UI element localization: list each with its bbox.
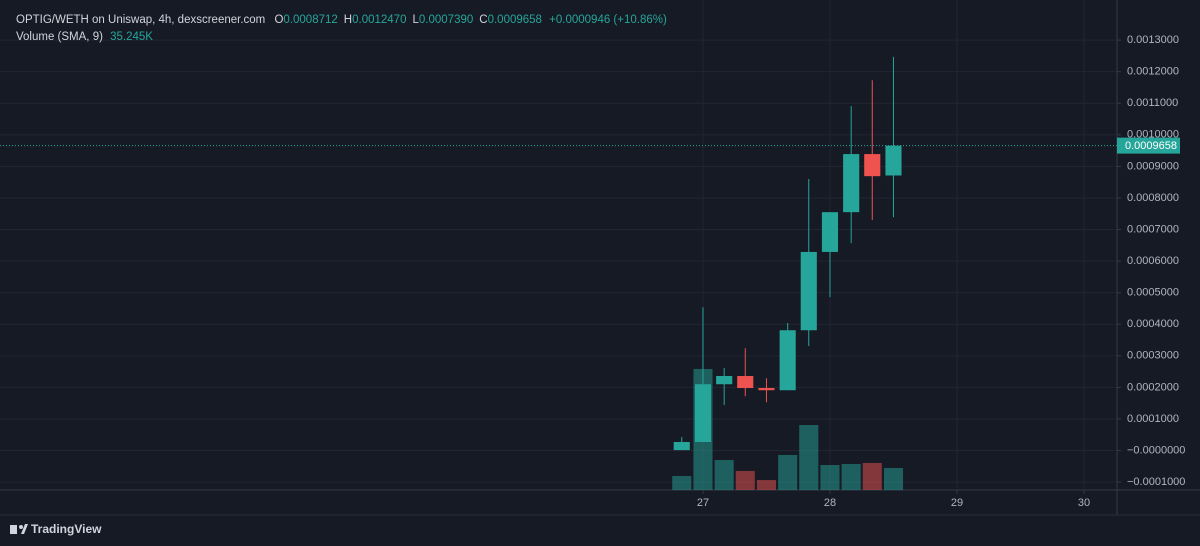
y-tick-label: 0.0011000 bbox=[1127, 97, 1178, 109]
volume-bar bbox=[883, 468, 904, 490]
legend-value: 0.0008712 bbox=[283, 14, 338, 26]
x-tick-label: 27 bbox=[697, 497, 709, 509]
y-tick-label: 0.0004000 bbox=[1127, 318, 1179, 330]
y-tick-label: −0.0000000 bbox=[1127, 444, 1185, 456]
volume-bar bbox=[841, 464, 861, 490]
x-tick-label: 30 bbox=[1078, 497, 1090, 509]
volume-bar bbox=[862, 462, 882, 490]
y-tick-label: 0.0006000 bbox=[1127, 255, 1179, 267]
legend-key: H bbox=[343, 14, 353, 26]
candle-body bbox=[694, 384, 712, 443]
volume-bar bbox=[672, 476, 692, 490]
y-tick-label: 0.0009000 bbox=[1127, 160, 1179, 172]
legend-value: 0.0012470 bbox=[352, 14, 407, 26]
volume-sma: 35.245K bbox=[110, 31, 153, 43]
grid bbox=[0, 0, 1117, 490]
y-tick-label: 0.0002000 bbox=[1127, 381, 1179, 393]
last-price-label: 0.0009658 bbox=[1125, 140, 1177, 152]
y-tick-label: 0.0005000 bbox=[1127, 287, 1179, 299]
legend-key: L bbox=[412, 14, 419, 26]
legend-key: O bbox=[274, 14, 284, 26]
brand: TradingView bbox=[31, 522, 102, 536]
legend-change: +0.0000946 (+10.86%) bbox=[549, 14, 667, 26]
volume-bar bbox=[714, 460, 734, 490]
y-tick-label: 0.0013000 bbox=[1127, 34, 1179, 46]
y-tick-label: 0.0007000 bbox=[1127, 223, 1179, 235]
legend-key: C bbox=[479, 14, 488, 26]
y-tick-label: −0.0001000 bbox=[1127, 476, 1185, 488]
x-tick-label: 28 bbox=[824, 497, 836, 509]
candle-body bbox=[673, 442, 690, 451]
candle-body bbox=[779, 330, 796, 391]
x-tick-label: 29 bbox=[951, 497, 963, 509]
legend-row: Volume (SMA, 9) 35.245K bbox=[16, 31, 153, 43]
volume-bar bbox=[778, 454, 798, 490]
legend-row: OPTIG/WETH on Uniswap, 4h, dexscreener.c… bbox=[16, 14, 667, 26]
y-tick-label: 0.0008000 bbox=[1127, 192, 1179, 204]
candle-body bbox=[758, 388, 775, 391]
candle-body bbox=[885, 145, 902, 176]
y-tick-label: 0.0001000 bbox=[1127, 413, 1179, 425]
last-price-box bbox=[1117, 137, 1180, 154]
legend-ohlc: O0.0008712 H0.0012470 L0.0007390 C0.0009658 bbox=[268, 14, 541, 26]
candle-body bbox=[737, 376, 754, 389]
legend-value: 0.0007390 bbox=[418, 14, 474, 26]
candle-body bbox=[800, 251, 817, 331]
candles bbox=[673, 56, 902, 451]
volume-bar bbox=[735, 470, 755, 490]
volume-bar bbox=[799, 424, 819, 490]
brand-logo bbox=[10, 524, 28, 534]
candle-body bbox=[821, 212, 839, 252]
volume-label: Volume (SMA, 9) bbox=[16, 31, 103, 43]
candle-body bbox=[843, 154, 860, 213]
candle-body bbox=[864, 154, 881, 177]
volume-bar bbox=[756, 480, 777, 490]
legend-title: OPTIG/WETH on Uniswap, 4h, dexscreener.c… bbox=[16, 14, 266, 26]
y-tick-label: 0.0003000 bbox=[1127, 350, 1179, 362]
legend-value: 0.0009658 bbox=[487, 14, 542, 26]
volume-bar bbox=[820, 465, 840, 490]
y-tick-label: 0.0012000 bbox=[1127, 66, 1179, 78]
candle-body bbox=[716, 376, 733, 385]
